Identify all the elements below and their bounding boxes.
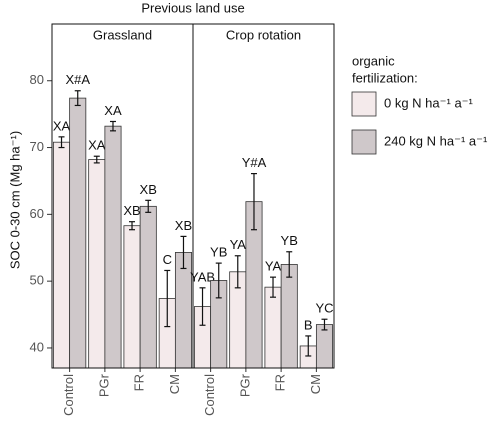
bar — [104, 125, 122, 369]
bar-annotation: YB — [210, 245, 227, 260]
bar — [280, 264, 298, 369]
x-tick-label: PGr — [237, 373, 252, 397]
bar-annotation: X#A — [65, 72, 90, 87]
bar-annotation: YB — [281, 233, 298, 248]
bar-annotation: C — [163, 252, 172, 267]
x-tick-label: CM — [167, 374, 182, 394]
bar — [88, 159, 106, 369]
error-bar — [164, 269, 171, 328]
facet-label: Crop rotation — [226, 27, 301, 42]
error-bar — [93, 155, 100, 164]
error-bar — [321, 318, 328, 331]
error-bar — [250, 172, 257, 231]
bar — [139, 205, 157, 369]
y-tick-label: 40 — [30, 339, 44, 354]
y-axis-label: SOC 0-30 cm (Mg ha⁻¹) — [7, 131, 22, 269]
y-tick-label: 80 — [30, 72, 44, 87]
legend-title: fertilization: — [352, 70, 418, 85]
bar-annotation: XB — [140, 182, 157, 197]
bar — [123, 225, 141, 369]
error-bar — [215, 262, 222, 299]
bar-annotation: XA — [104, 103, 122, 118]
bar-annotation: XA — [53, 118, 71, 133]
x-tick-label: Control — [202, 374, 217, 416]
facet-label: Grassland — [93, 27, 152, 42]
bar-annotation: YA — [265, 259, 282, 274]
legend-swatch — [351, 91, 377, 117]
error-bar — [145, 199, 152, 213]
error-bar — [286, 251, 293, 278]
bar-annotation: XA — [88, 138, 106, 153]
error-bar — [58, 136, 65, 149]
error-bar — [129, 221, 136, 231]
bar-annotation: YA — [230, 237, 247, 252]
y-tick-label: 50 — [30, 273, 44, 288]
x-tick-label: FR — [132, 374, 147, 391]
x-tick-label: FR — [273, 374, 288, 391]
legend-title: organic — [352, 53, 395, 68]
legend-label: 0 kg N ha⁻¹ a⁻¹ — [384, 95, 474, 110]
error-bar — [180, 235, 187, 270]
chart-title: Previous land use — [141, 0, 244, 15]
y-tick-label: 60 — [30, 206, 44, 221]
bar — [315, 324, 333, 369]
error-bar — [305, 335, 312, 357]
bar — [264, 286, 282, 369]
error-bar — [74, 90, 81, 107]
bar — [53, 141, 71, 369]
bar-annotation: YAB — [190, 269, 215, 284]
bar-annotation: YC — [315, 301, 333, 316]
bar-annotation: B — [304, 317, 313, 332]
error-bar — [234, 255, 241, 289]
error-bar — [270, 276, 277, 298]
legend-swatch — [351, 129, 377, 155]
y-tick-label: 70 — [30, 139, 44, 154]
error-bar — [109, 120, 116, 132]
legend-label: 240 kg N ha⁻¹ a⁻¹ — [384, 133, 488, 148]
bar-annotation: Y#A — [242, 155, 267, 170]
bar-annotation: XB — [175, 218, 192, 233]
x-tick-label: Control — [61, 374, 76, 416]
error-bar — [199, 287, 206, 326]
x-tick-label: PGr — [96, 373, 111, 397]
bar — [69, 97, 87, 369]
bar-annotation: XB — [123, 203, 140, 218]
x-tick-label: CM — [308, 374, 323, 394]
